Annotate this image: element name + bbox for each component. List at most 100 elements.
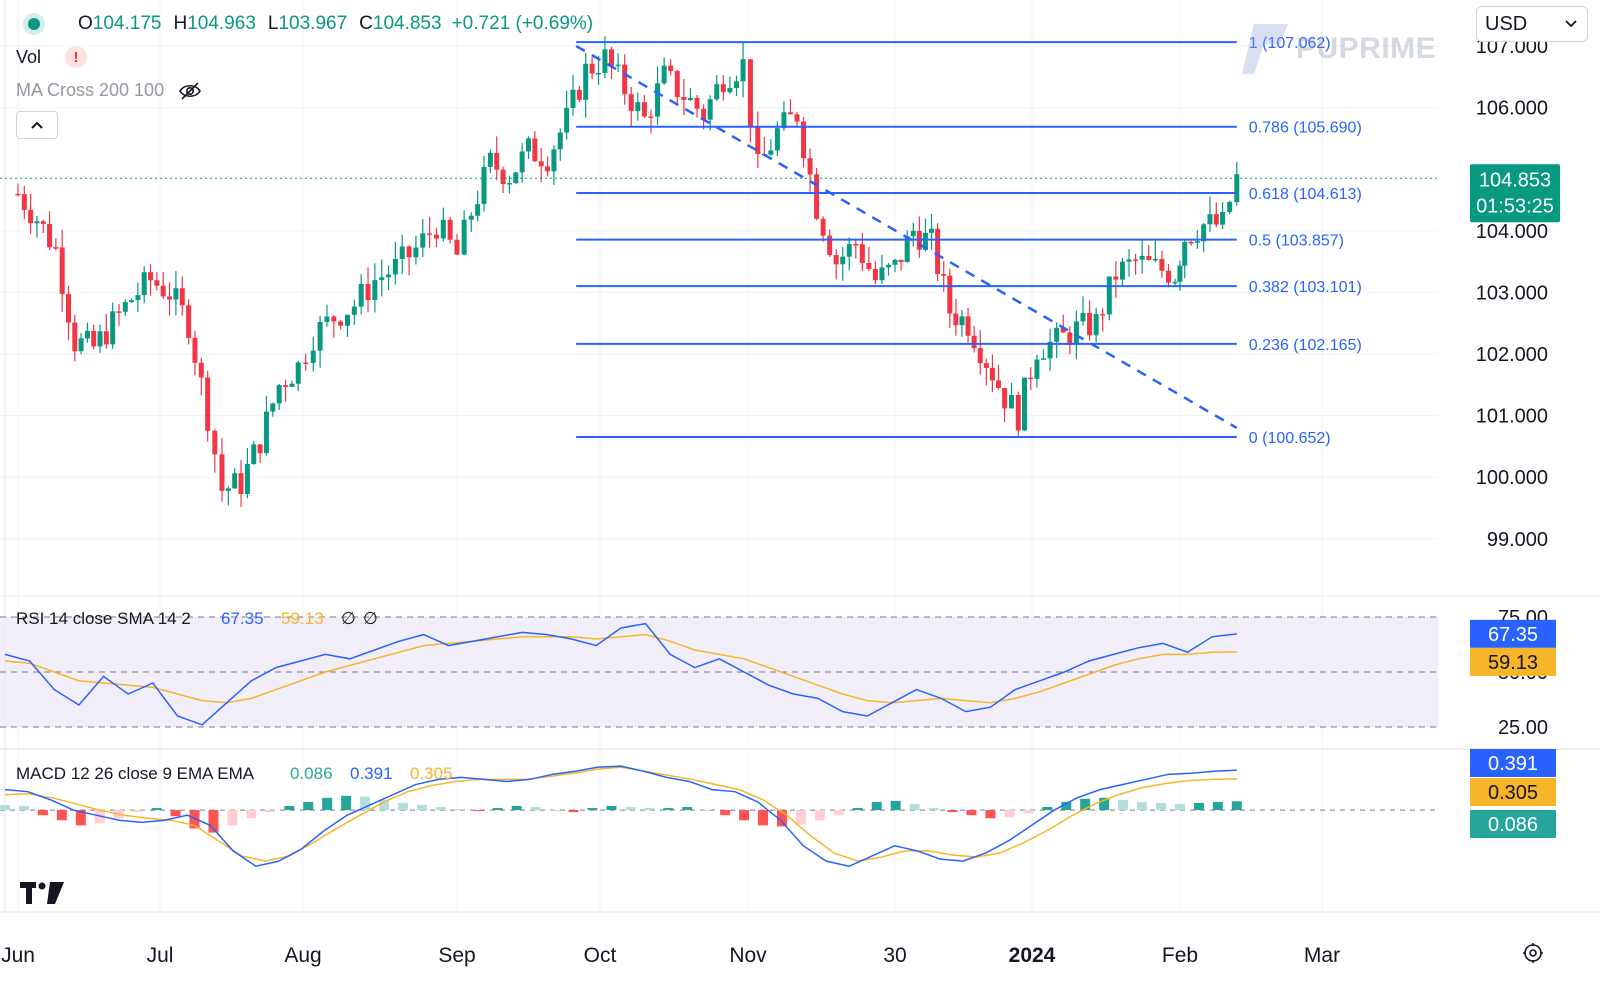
- candle-body: [674, 71, 680, 98]
- ma-cross-label: MA Cross 200 100: [16, 80, 165, 100]
- macd-histogram-bar: [360, 796, 371, 811]
- candle-body: [1022, 377, 1028, 431]
- candle-body: [965, 316, 971, 336]
- candle-body: [351, 306, 357, 315]
- candle-body: [740, 59, 746, 82]
- candle-body: [1113, 276, 1119, 280]
- fib-level-label: 0.5 (103.857): [1249, 233, 1344, 250]
- candle-body: [212, 430, 218, 455]
- candle-body: [399, 246, 405, 259]
- volume-indicator[interactable]: Vol !: [16, 46, 88, 68]
- macd-histogram-bar: [37, 810, 48, 816]
- time-axis-label: Jul: [147, 944, 174, 967]
- rsi-sma-badge-text: 59.13: [1488, 652, 1538, 674]
- candle-body: [1087, 312, 1093, 336]
- warning-icon[interactable]: !: [65, 46, 88, 68]
- candle-body: [1152, 258, 1158, 261]
- price-axis-label: 99.000: [1487, 529, 1548, 551]
- tradingview-logo[interactable]: [20, 882, 64, 904]
- candle-body: [866, 262, 872, 269]
- macd-histogram-bar: [379, 799, 390, 811]
- eye-hidden-icon[interactable]: [178, 81, 202, 101]
- candle-body: [1172, 281, 1178, 284]
- candle-body: [519, 151, 525, 173]
- candle-body: [694, 97, 700, 109]
- candle-body: [1015, 395, 1021, 431]
- time-axis-label: Mar: [1304, 944, 1340, 967]
- macd-histogram-bar: [606, 805, 617, 811]
- broker-logo-icon: [1242, 24, 1288, 74]
- macd-histogram-bar: [473, 810, 484, 812]
- macd-histogram-bar: [833, 810, 844, 816]
- candle-body: [257, 444, 263, 454]
- candle-body: [198, 362, 204, 378]
- candle-body: [687, 97, 693, 100]
- candle-body: [1159, 258, 1165, 271]
- macd-histogram-bar: [587, 808, 598, 811]
- candle-body: [615, 64, 621, 67]
- candle-body: [167, 296, 173, 300]
- macd-histogram-bar: [75, 810, 86, 826]
- settings-gear-icon[interactable]: [1522, 942, 1544, 964]
- macd-histogram-bar: [265, 810, 276, 813]
- time-axis-label: Sep: [438, 944, 475, 967]
- macd-histogram-bar: [814, 810, 825, 821]
- candle-body: [513, 172, 519, 184]
- candle-body: [628, 94, 634, 111]
- candle-body: [173, 288, 179, 300]
- candle-body: [1002, 387, 1008, 409]
- candle-body: [814, 174, 820, 219]
- chevron-up-icon: [31, 121, 43, 129]
- candle-body: [154, 280, 160, 286]
- macd-histogram-bar: [284, 805, 295, 811]
- candle-body: [892, 259, 898, 265]
- rsi-value: 67.35: [221, 609, 264, 628]
- candle-body: [103, 331, 109, 345]
- candle-body: [1177, 265, 1183, 282]
- close-label: C: [359, 13, 373, 34]
- candle-body: [668, 65, 674, 72]
- macd-histogram-bar: [1023, 810, 1034, 814]
- candle-body: [475, 204, 481, 216]
- candle-body: [406, 246, 412, 258]
- candle-body: [116, 311, 122, 313]
- candle-body: [1054, 327, 1060, 342]
- candle-body: [468, 215, 474, 220]
- price-axis-label: 101.000: [1476, 406, 1548, 428]
- currency-value: USD: [1485, 12, 1528, 35]
- ma-cross-indicator[interactable]: MA Cross 200 100: [16, 80, 202, 101]
- candle-body: [232, 473, 238, 489]
- time-axis-label: Nov: [729, 944, 767, 967]
- candle-body: [1234, 174, 1240, 203]
- candle-body: [427, 233, 433, 235]
- candle-body: [545, 166, 551, 172]
- collapse-legend-button[interactable]: [16, 111, 58, 139]
- candle-body: [392, 258, 398, 275]
- currency-selector[interactable]: USD: [1476, 6, 1588, 42]
- macd-value: 0.391: [350, 764, 393, 783]
- candle-body: [205, 377, 211, 431]
- candle-body: [303, 362, 309, 365]
- candle-body: [929, 228, 935, 233]
- macd-histogram-bar: [18, 805, 29, 811]
- macd-histogram-bar: [1118, 799, 1129, 811]
- fib-level-label: 0 (100.652): [1249, 430, 1331, 447]
- candle-body: [481, 166, 487, 205]
- macd-histogram-bar: [397, 802, 408, 811]
- macd-badge-text: 0.086: [1488, 814, 1538, 836]
- macd-histogram-bar: [1155, 802, 1166, 811]
- chevron-down-icon: [1565, 20, 1577, 28]
- candle-body: [179, 288, 185, 306]
- macd-value-badge: [1470, 778, 1556, 806]
- candle-body: [714, 84, 720, 100]
- time-axis-label: Aug: [284, 944, 321, 967]
- candle-body: [768, 150, 774, 155]
- candle-body: [1028, 377, 1034, 380]
- candle-body: [551, 149, 557, 172]
- candle-body: [648, 116, 654, 119]
- candle-body: [1220, 212, 1226, 225]
- candle-body: [283, 385, 289, 387]
- watermark-text: PUPRIME: [1296, 32, 1437, 65]
- candle-body: [1133, 259, 1139, 261]
